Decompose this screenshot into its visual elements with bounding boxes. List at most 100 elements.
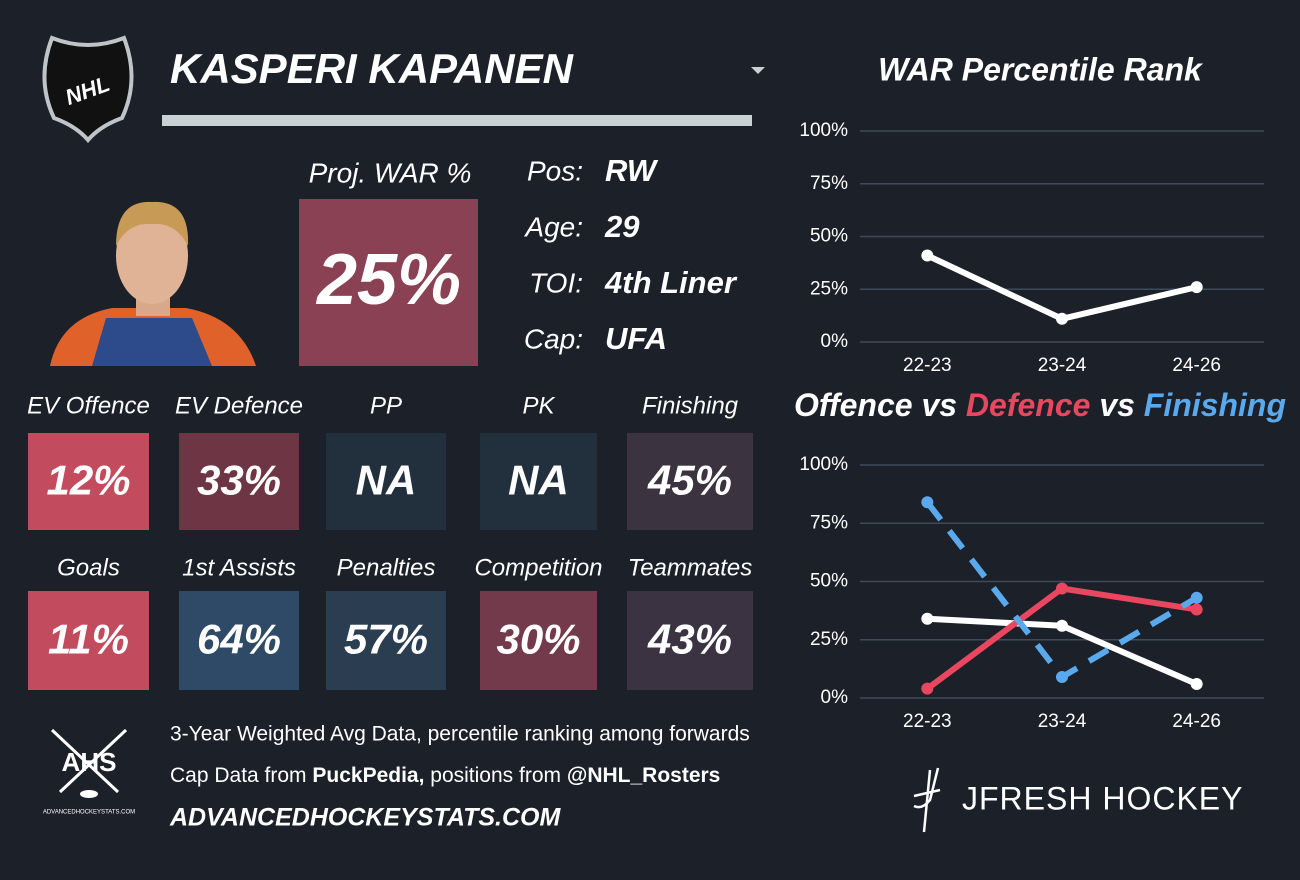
nhl-logo: NHL (42, 35, 134, 144)
y-tick-label: 25% (810, 278, 848, 299)
tile-box (326, 591, 446, 690)
tile-box (179, 591, 299, 690)
y-tick-label: 50% (810, 226, 848, 247)
source-link[interactable]: PuckPedia, (312, 764, 424, 787)
legend-entry: Offence (794, 387, 913, 423)
x-tick-label: 22-23 (903, 711, 952, 732)
y-tick-label: 75% (810, 173, 848, 194)
y-tick-label: 0% (821, 331, 849, 352)
point (921, 249, 934, 262)
tile-box (299, 199, 478, 366)
jfresh-logo: JFRESH HOCKEY (913, 767, 1243, 833)
tile-value: 30% (496, 616, 580, 663)
y-tick-label: 75% (810, 512, 848, 533)
components-chart: Offence vs Defence vs Finishing 0% 25% 50%… (794, 387, 1286, 732)
bio-value: 29 (604, 209, 640, 244)
tile-box (28, 591, 149, 690)
point (1056, 619, 1068, 632)
tile-box (179, 433, 299, 530)
tile-value: 33% (197, 457, 281, 504)
footer-site[interactable]: ADVANCEDHOCKEYSTATS.COM (169, 804, 561, 832)
tile-label: Finishing (642, 392, 739, 419)
y-tick-label: 25% (810, 629, 848, 650)
title-separator: vs (921, 387, 957, 423)
tile-value: 11% (48, 616, 129, 663)
tile-value: 64% (197, 616, 281, 663)
x-tick-label: 23-24 (1038, 355, 1087, 376)
source-text: Cap Data from (170, 764, 312, 787)
ahs-logo-text: AHS (62, 747, 117, 777)
tile-box (480, 591, 597, 690)
point (1190, 603, 1203, 616)
y-tick-label: 50% (810, 571, 848, 592)
tile-label: EV Offence (27, 392, 150, 419)
point (1056, 312, 1068, 325)
tile-box (326, 433, 446, 530)
tile-value: 45% (647, 457, 732, 504)
ahs-logo-site: ADVANCEDHOCKEYSTATS.COM (43, 810, 135, 816)
point (1190, 591, 1203, 604)
dropdown-caret[interactable] (751, 67, 765, 74)
tile-label: PK (522, 392, 555, 419)
tiles: EV Offence 12% EV Defence 33% PP NA PK NA Finish… (27, 392, 753, 690)
footer-note: 3-Year Weighted Avg Data, percentile ran… (170, 723, 750, 746)
chart-title: WAR Percentile Rank (878, 51, 1204, 87)
legend-entry: Finishing (1144, 387, 1286, 423)
projection-label: Proj. WAR % (309, 157, 472, 188)
source-link[interactable]: @NHL_Rosters (567, 764, 721, 787)
y-tick-label: 0% (821, 687, 849, 708)
tile-box (480, 433, 597, 530)
y-tick-label: 100% (799, 120, 848, 141)
name-underline (162, 115, 752, 126)
tile-label: Teammates (628, 554, 753, 581)
bio: Pos: RW Age: 29 TOI: 4th Liner Cap: UFA (523, 153, 737, 356)
point (1056, 671, 1068, 684)
tile-value: 25% (315, 240, 461, 320)
chart-title: Offence vs Defence vs Finishing (794, 387, 1286, 423)
tile-box (627, 591, 753, 690)
bio-value: UFA (605, 321, 667, 356)
bio-value: RW (605, 153, 659, 188)
source-text: positions from (424, 764, 566, 787)
player-name: KASPERI KAPANEN (170, 45, 575, 92)
y-tick-label: 100% (799, 454, 848, 475)
x-tick-label: 23-24 (1038, 711, 1087, 732)
tile-label: Penalties (337, 554, 436, 581)
tile-value: 43% (647, 616, 732, 663)
bio-label: TOI: (529, 267, 583, 298)
player-photo (50, 201, 256, 366)
x-tick-label: 24-26 (1172, 711, 1221, 732)
brand: JFRESH HOCKEY (962, 780, 1243, 816)
war-chart: WAR Percentile Rank 0% 25% 50% 75% 100% 22-23… (799, 51, 1264, 376)
point (1056, 582, 1068, 595)
tile-box (627, 433, 753, 530)
point (921, 496, 934, 509)
tile-box (28, 433, 149, 530)
tile-value: NA (356, 457, 417, 504)
bio-value: 4th Liner (604, 265, 738, 300)
legend-entry: Defence (966, 387, 1091, 423)
tile-label: EV Defence (175, 392, 303, 419)
title-separator: vs (1099, 387, 1135, 423)
tile-label: Goals (57, 554, 120, 581)
ahs-logo: AHS ADVANCEDHOCKEYSTATS.COM (43, 728, 135, 816)
tile-value: 57% (344, 616, 428, 663)
bio-label: Age: (523, 211, 583, 242)
footer-source: Cap Data from PuckPedia, positions from … (170, 764, 720, 787)
point (1190, 678, 1203, 691)
tile-label: Competition (474, 554, 602, 581)
x-tick-label: 24-26 (1172, 355, 1221, 376)
point (921, 682, 934, 695)
tile-value: NA (508, 457, 569, 504)
bio-label: Pos: (527, 155, 583, 186)
bio-label: Cap: (524, 323, 583, 354)
x-tick-label: 22-23 (903, 355, 952, 376)
tile-label: PP (370, 392, 402, 419)
point (921, 612, 934, 625)
point (1190, 281, 1203, 294)
tile-label: 1st Assists (182, 554, 296, 581)
tile-value: 12% (46, 457, 130, 504)
projection-tile: 25% (299, 199, 478, 366)
